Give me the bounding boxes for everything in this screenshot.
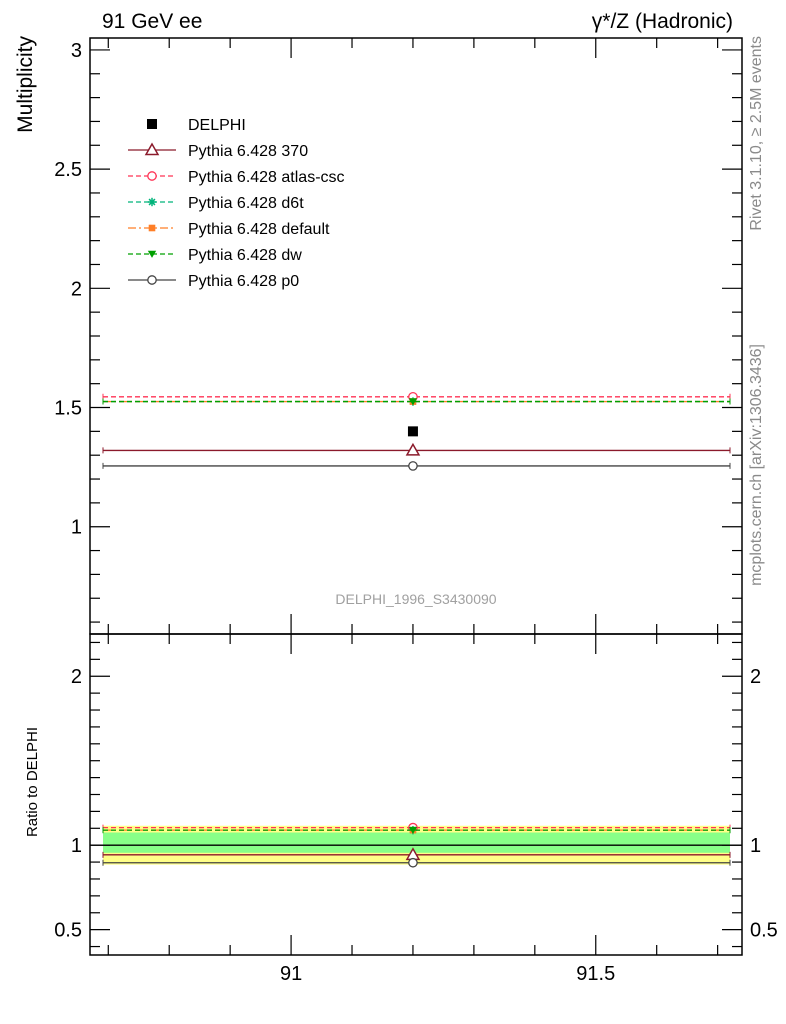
legend-entry-pythia-6-428-370: Pythia 6.428 370 xyxy=(128,142,308,160)
ratio-x-ticks xyxy=(107,634,719,955)
legend-entry-pythia-6-428-d6t: Pythia 6.428 d6t xyxy=(128,195,304,212)
legend-marker xyxy=(147,275,157,285)
series-pythia-6-428-dw xyxy=(102,826,731,835)
legend-entry-pythia-6-428-atlas-csc: Pythia 6.428 atlas-csc xyxy=(128,169,345,186)
main-ylabel: Multiplicity xyxy=(14,36,37,133)
legend-marker xyxy=(147,250,157,258)
legend-label: Pythia 6.428 atlas-csc xyxy=(188,169,345,186)
ratio-frame xyxy=(89,633,743,956)
legend-entry-pythia-6-428-p0: Pythia 6.428 p0 xyxy=(128,273,299,290)
series-marker xyxy=(408,398,418,406)
main-y-tick-label: 1 xyxy=(71,517,82,539)
series-marker xyxy=(405,442,421,456)
series-pythia-6-428-p0 xyxy=(102,461,731,471)
series-marker xyxy=(408,461,418,471)
main-y-tick-label: 3 xyxy=(71,40,82,62)
ratio-y-tick-label-right: 1 xyxy=(750,835,761,857)
watermark-label: DELPHI_1996_S3430090 xyxy=(335,591,496,607)
mcplots-label: mcplots.cern.ch [arXiv:1306.3436] xyxy=(748,344,765,586)
series-marker xyxy=(408,826,418,835)
ratio-band-green xyxy=(103,832,730,853)
legend-entry-pythia-6-428-default: Pythia 6.428 default xyxy=(128,221,330,238)
x-tick-label: 91.5 xyxy=(576,963,615,985)
main-plot-area: 1 1.5 2 2.5 3 xyxy=(54,37,743,635)
main-x-ticks xyxy=(107,38,719,634)
legend: DELPHI Pythia 6.428 370 Pythia 6.428 atlas… xyxy=(128,117,345,290)
ratio-plot-area: 0.5 0.5 1 1 2 2 91 91.5 xyxy=(54,633,778,985)
legend-label: Pythia 6.428 p0 xyxy=(188,273,299,290)
ratio-ylabel: Ratio to DELPHI xyxy=(24,727,41,837)
series-pythia-6-428-dw xyxy=(102,398,731,406)
ratio-y-tick-label: 0.5 xyxy=(54,920,82,942)
legend-label: Pythia 6.428 dw xyxy=(188,247,302,264)
legend-entry-delphi: DELPHI xyxy=(147,117,246,134)
series-pythia-6-428-atlas-csc xyxy=(102,391,731,402)
x-tick-label: 91 xyxy=(280,963,302,985)
ratio-y-tick-label-right: 0.5 xyxy=(750,920,778,942)
series-pythia-6-428-370 xyxy=(102,442,731,456)
ratio-y-tick-label: 1 xyxy=(71,835,82,857)
legend-marker xyxy=(147,197,157,207)
legend-marker xyxy=(147,119,157,129)
legend-entry-pythia-6-428-dw: Pythia 6.428 dw xyxy=(128,247,302,264)
ratio-ticks xyxy=(90,641,742,948)
main-ticks xyxy=(90,49,742,623)
ratio-y-tick-label: 2 xyxy=(71,666,82,688)
main-y-tick-label: 2 xyxy=(71,278,82,300)
legend-label: Pythia 6.428 default xyxy=(188,221,330,238)
data-point-delphi xyxy=(407,426,418,437)
ratio-y-tick-label-right: 2 xyxy=(750,666,761,688)
legend-label: Pythia 6.428 370 xyxy=(188,143,308,160)
legend-marker xyxy=(148,224,156,232)
header-left-label: 91 GeV ee xyxy=(102,10,202,33)
legend-label: DELPHI xyxy=(188,117,246,134)
legend-marker xyxy=(144,142,160,156)
rivet-version-label: Rivet 3.1.10, ≥ 2.5M events xyxy=(748,36,765,231)
legend-marker xyxy=(147,171,157,181)
series-marker xyxy=(408,857,418,868)
header-right-label: γ*/Z (Hadronic) xyxy=(592,10,733,33)
main-y-tick-label: 2.5 xyxy=(54,159,82,181)
main-y-tick-label: 1.5 xyxy=(54,398,82,420)
series-pythia-6-428-p0 xyxy=(102,857,731,868)
legend-label: Pythia 6.428 d6t xyxy=(188,195,304,212)
